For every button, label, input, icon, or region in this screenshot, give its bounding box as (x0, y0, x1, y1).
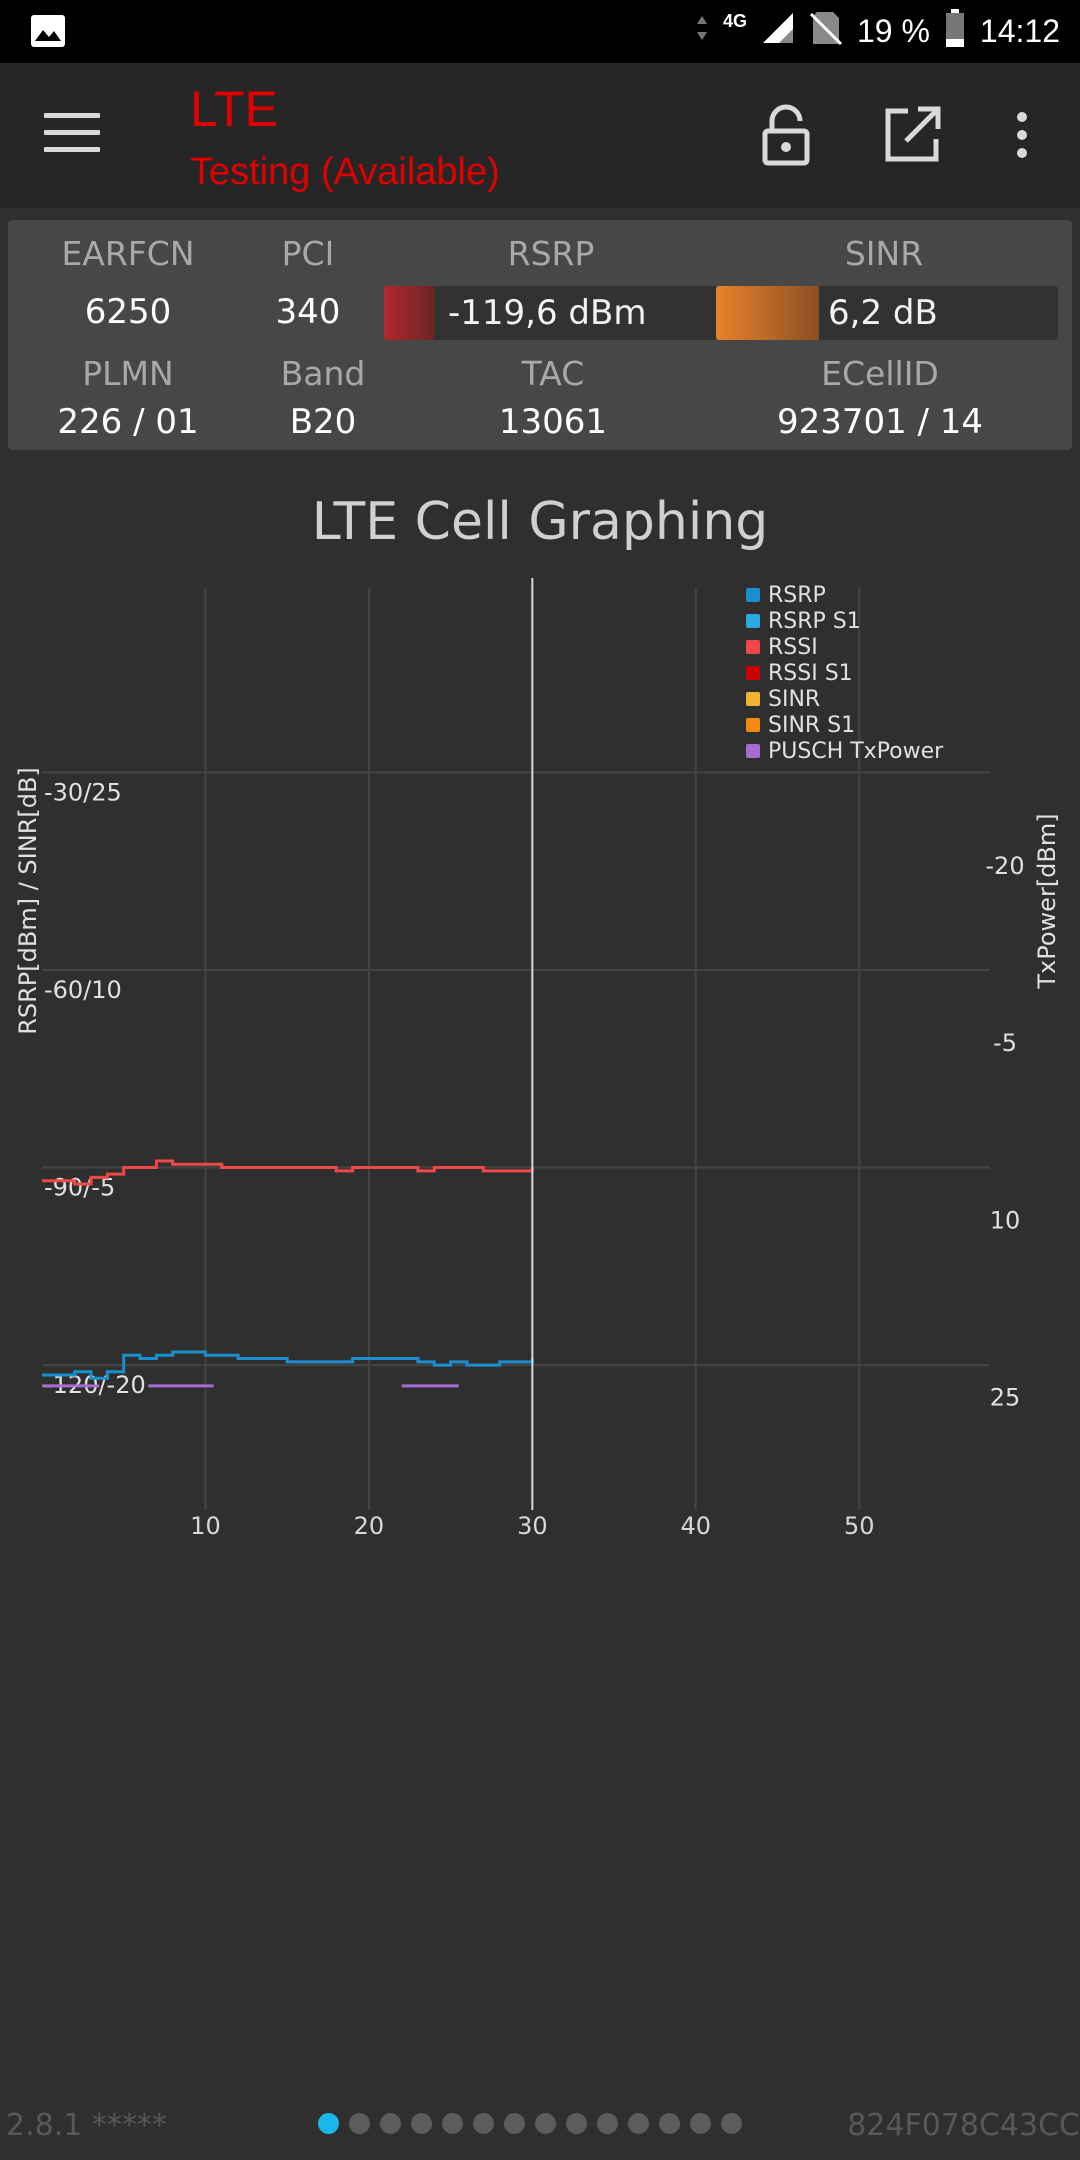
y2-tick-label: -5 (993, 1029, 1017, 1057)
page-dot[interactable] (597, 2113, 618, 2134)
page-dot[interactable] (380, 2113, 401, 2134)
page-dot[interactable] (628, 2113, 649, 2134)
no-sim-icon (809, 10, 843, 54)
series-line-rsrp (42, 1350, 534, 1380)
sinr-label: SINR (844, 234, 924, 273)
tac-label: TAC (521, 354, 585, 393)
legend-item: RSRP (768, 583, 826, 608)
rsrp-value: -119,6 dBm (448, 293, 647, 333)
tac-value: 13061 (498, 402, 608, 442)
page-dot[interactable] (504, 2113, 525, 2134)
sinr-meter: 6,2 dB (716, 286, 1058, 340)
x-tick-label: 10 (190, 1512, 221, 1540)
rsrp-meter: -119,6 dBm (384, 286, 718, 340)
page-indicator (318, 2113, 742, 2134)
lte-cell-graph[interactable]: 10 20 30 40 50-30/25-60/10-90/-5-120/-20-20-… (0, 570, 1080, 1570)
open-external-icon[interactable] (880, 103, 944, 167)
toolbar: LTE Testing (Available) (0, 63, 1080, 208)
legend-item: RSRP S1 (768, 609, 861, 634)
legend-swatch (746, 588, 760, 602)
legend-swatch (746, 692, 760, 706)
ecellid-value: 923701 / 14 (776, 402, 984, 442)
legend-swatch (746, 744, 760, 758)
more-vert-icon[interactable] (992, 103, 1052, 167)
x-tick-label: 40 (681, 1512, 712, 1540)
network-arrows-icon (695, 12, 709, 52)
legend-swatch (746, 640, 760, 654)
image-icon (30, 14, 66, 52)
y-axis-title: RSRP[dBm] / SINR[dB] (14, 767, 42, 1035)
legend-item: PUSCH TxPower (768, 739, 944, 764)
rsrp-meter-fill (384, 286, 435, 340)
page-dot[interactable] (318, 2113, 339, 2134)
page-dot[interactable] (473, 2113, 494, 2134)
pci-label: PCI (281, 234, 335, 273)
chart-title: LTE Cell Graphing (311, 492, 769, 552)
page-dot[interactable] (535, 2113, 556, 2134)
plmn-label: PLMN (82, 354, 174, 393)
legend-item: RSSI (768, 635, 818, 660)
legend-swatch (746, 718, 760, 732)
page-dot[interactable] (411, 2113, 432, 2134)
clock: 14:12 (979, 13, 1060, 49)
band-value: B20 (289, 402, 357, 442)
menu-icon[interactable] (44, 113, 100, 157)
page-dot[interactable] (566, 2113, 587, 2134)
y-tick-label: -60/10 (44, 976, 122, 1004)
page-dot[interactable] (442, 2113, 463, 2134)
earfcn-value: 6250 (84, 292, 172, 332)
cell-info-panel: EARFCN 6250 PCI 340 RSRP -119,6 dBm SINR… (8, 220, 1072, 450)
signal-icon (761, 11, 795, 53)
lock-open-icon[interactable] (754, 103, 818, 167)
legend-swatch (746, 614, 760, 628)
ecellid-label: ECellID (821, 354, 939, 393)
pci-value: 340 (275, 292, 341, 332)
legend-item: RSSI S1 (768, 661, 853, 686)
sinr-meter-fill (716, 286, 819, 340)
y2-tick-label: -20 (985, 852, 1024, 880)
plmn-value: 226 / 01 (57, 402, 199, 442)
y2-axis-title: TxPower[dBm] (1033, 813, 1061, 989)
battery-icon (944, 8, 966, 56)
sinr-value: 6,2 dB (828, 293, 938, 333)
band-label: Band (280, 354, 366, 393)
y-tick-label: -30/25 (44, 778, 122, 806)
series-line-rssi (42, 1159, 534, 1186)
page-title: LTE (190, 81, 278, 137)
x-tick-label: 30 (517, 1512, 548, 1540)
x-tick-label: 20 (354, 1512, 385, 1540)
legend-item: SINR S1 (768, 713, 855, 738)
status-bar: 4G 19 % 14:12 (0, 0, 1080, 63)
battery-percent: 19 % (856, 13, 930, 49)
y2-tick-label: 10 (990, 1206, 1021, 1234)
app-version: 2.8.1 ***** (6, 2108, 167, 2143)
page-dot[interactable] (721, 2113, 742, 2134)
page-dot[interactable] (659, 2113, 680, 2134)
rsrp-label: RSRP (507, 234, 595, 273)
page-dot[interactable] (690, 2113, 711, 2134)
page-dot[interactable] (349, 2113, 370, 2134)
earfcn-label: EARFCN (61, 234, 195, 273)
network-type: 4G (722, 11, 747, 31)
status-subtitle: Testing (Available) (190, 151, 500, 193)
device-id: 824F078C43CC (847, 2108, 1080, 2143)
legend-swatch (746, 666, 760, 680)
legend-item: SINR (768, 687, 820, 712)
y2-tick-label: 25 (990, 1384, 1021, 1412)
x-tick-label: 50 (844, 1512, 875, 1540)
